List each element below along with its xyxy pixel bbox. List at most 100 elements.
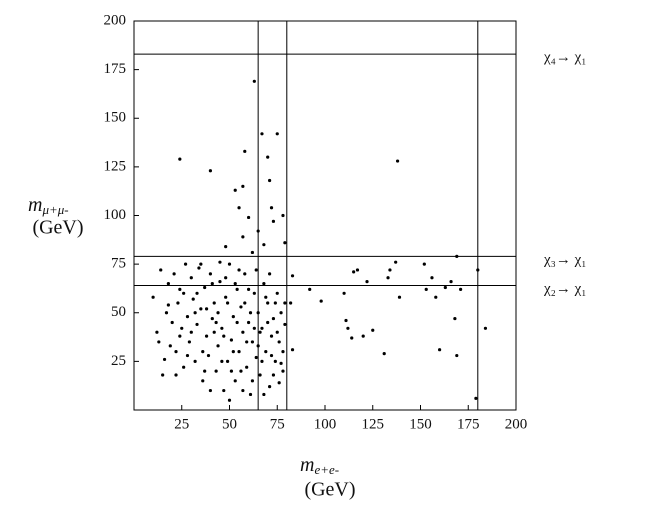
data-point: [268, 385, 272, 389]
data-point: [275, 291, 279, 295]
data-point: [245, 365, 249, 369]
x-tick-label: 50: [222, 416, 237, 432]
data-point: [279, 361, 283, 365]
data-point: [424, 287, 428, 292]
y-tick-label: 175: [104, 61, 127, 77]
data-point: [262, 281, 266, 286]
data-point: [224, 245, 228, 249]
data-point: [166, 281, 170, 286]
data-point: [386, 276, 390, 280]
data-point: [268, 178, 272, 183]
data-point: [256, 344, 260, 348]
data-point: [224, 276, 228, 280]
data-point: [212, 330, 216, 334]
data-point: [218, 280, 222, 284]
data-point: [189, 276, 193, 280]
data-point: [182, 365, 186, 369]
data-point: [193, 311, 197, 315]
data-point: [222, 334, 226, 338]
data-point: [361, 334, 365, 338]
data-point: [476, 268, 480, 272]
data-point: [483, 326, 488, 330]
data-point: [449, 280, 453, 284]
data-point: [151, 295, 155, 299]
data-point: [214, 369, 218, 373]
x-tick-label: 150: [409, 416, 432, 432]
data-point: [344, 318, 348, 323]
data-point: [395, 159, 400, 163]
data-point: [474, 396, 478, 400]
x-label-sub: e+e-: [314, 462, 339, 477]
data-point: [394, 260, 398, 264]
data-point: [239, 305, 243, 309]
y-axis-unit: (GeV): [32, 217, 83, 239]
data-point: [233, 188, 237, 192]
data-point: [185, 315, 190, 319]
y-tick-label: 50: [111, 304, 126, 320]
data-point: [455, 353, 459, 358]
data-point: [277, 340, 281, 344]
data-point: [231, 315, 235, 319]
data-point: [161, 373, 165, 377]
data-point: [187, 340, 191, 344]
data-point: [204, 334, 209, 338]
data-point: [178, 334, 182, 338]
data-point: [256, 229, 260, 233]
data-point: [174, 373, 178, 377]
data-point: [352, 270, 356, 274]
data-point: [273, 301, 277, 305]
data-point: [430, 276, 434, 280]
data-point: [220, 359, 224, 363]
data-point: [269, 334, 274, 338]
data-point: [252, 326, 256, 330]
data-point: [208, 169, 212, 173]
data-point: [283, 241, 287, 245]
data-point: [308, 287, 312, 292]
data-point: [225, 359, 230, 363]
threshold-label: χ₂→ χ₁: [543, 281, 587, 297]
data-point: [208, 272, 212, 276]
data-point: [201, 350, 205, 354]
data-point: [275, 330, 279, 334]
data-point: [252, 79, 256, 83]
data-point: [266, 155, 270, 159]
data-point: [264, 350, 268, 354]
data-point: [199, 262, 203, 266]
data-point: [250, 250, 255, 255]
data-point: [174, 350, 178, 354]
data-point: [195, 322, 199, 327]
data-point: [166, 303, 170, 307]
data-point: [170, 320, 174, 325]
data-point: [159, 268, 163, 272]
data-point: [237, 268, 241, 272]
data-point: [290, 348, 295, 352]
data-point: [260, 326, 264, 330]
x-axis-unit: (GeV): [304, 479, 355, 501]
data-point: [155, 330, 159, 334]
data-point: [197, 266, 201, 270]
data-point: [290, 274, 295, 278]
data-point: [266, 301, 270, 305]
data-point: [455, 254, 459, 258]
threshold-label: χ₄→ χ₁: [543, 50, 587, 66]
data-point: [365, 280, 369, 284]
data-point: [283, 301, 287, 305]
data-point: [397, 295, 402, 299]
plot-frame: [133, 20, 517, 411]
data-point: [260, 132, 264, 136]
data-point: [176, 301, 180, 305]
data-point: [342, 291, 346, 295]
data-point: [271, 373, 276, 377]
data-point: [252, 291, 256, 295]
data-point: [453, 316, 457, 321]
data-point: [289, 301, 293, 305]
data-point: [281, 369, 285, 373]
x-tick-label: 25: [174, 416, 189, 432]
data-point: [245, 340, 249, 344]
data-point: [199, 307, 203, 311]
data-point: [235, 320, 239, 325]
data-point: [180, 326, 184, 330]
data-point: [250, 340, 255, 344]
data-point: [218, 260, 222, 264]
